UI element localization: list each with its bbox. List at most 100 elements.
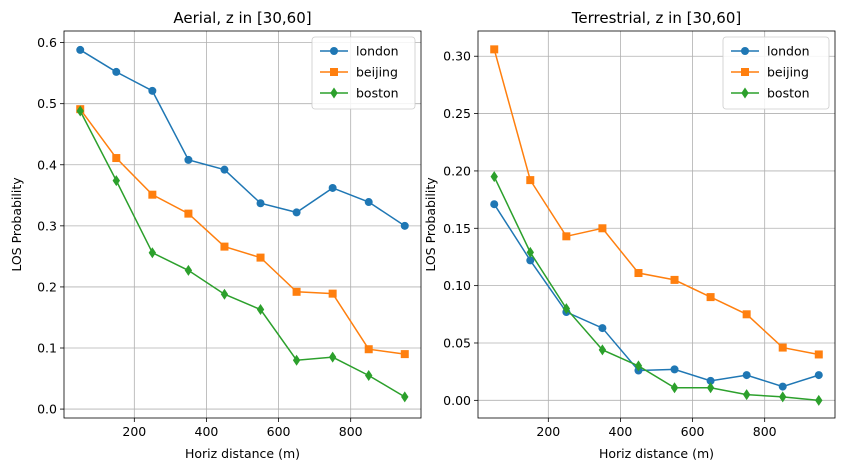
y-tick-label: 0.6 bbox=[37, 35, 57, 50]
data-point-london-50 bbox=[76, 45, 85, 54]
legend-label: boston bbox=[356, 86, 399, 101]
data-point-beijing-50 bbox=[490, 45, 499, 54]
data-point-beijing-550 bbox=[670, 275, 679, 284]
data-point-boston-450 bbox=[634, 360, 643, 372]
data-point-boston-750 bbox=[742, 389, 751, 401]
chart-2: 200 400 600 800 0.00 0.05 0.10 0.15 0.20 0.25 0.30… bbox=[423, 9, 836, 461]
data-point-boston-850 bbox=[779, 391, 787, 403]
data-point-boston-250 bbox=[148, 247, 157, 259]
legend-swatch-marker bbox=[330, 87, 338, 99]
y-tick-label: 0.0 bbox=[37, 402, 57, 417]
data-point-beijing-350 bbox=[184, 209, 193, 218]
x-tick-label: 600 bbox=[681, 424, 705, 439]
y-tick-label: 0.1 bbox=[37, 341, 57, 356]
x-axis-label: Horiz distance (m) bbox=[185, 446, 300, 461]
grid bbox=[478, 31, 835, 418]
series-boston bbox=[76, 105, 409, 403]
legend-item-london: london bbox=[320, 44, 399, 59]
data-point-london-850 bbox=[364, 198, 373, 207]
y-tick-label: 0.3 bbox=[37, 218, 57, 233]
y-tick-label: 0.5 bbox=[37, 96, 57, 111]
legend-label: london bbox=[356, 44, 399, 59]
data-point-london-750 bbox=[328, 183, 337, 192]
data-point-boston-150 bbox=[112, 175, 120, 187]
legend-label: beijing bbox=[356, 65, 398, 80]
data-point-beijing-450 bbox=[634, 269, 643, 278]
data-point-boston-550 bbox=[256, 304, 265, 316]
data-point-boston-350 bbox=[598, 344, 607, 356]
data-point-beijing-950 bbox=[400, 350, 409, 359]
chart-title: Terrestrial, z in [30,60] bbox=[571, 9, 741, 27]
data-point-boston-250 bbox=[562, 303, 571, 315]
y-tick-label: 0.00 bbox=[443, 393, 471, 408]
legend-item-london: london bbox=[731, 44, 810, 59]
data-point-london-650 bbox=[706, 376, 715, 385]
data-point-boston-650 bbox=[292, 354, 301, 366]
data-point-boston-450 bbox=[220, 288, 229, 300]
data-point-boston-550 bbox=[670, 382, 679, 394]
series-beijing bbox=[490, 45, 823, 359]
axes-frame bbox=[477, 30, 836, 419]
series-line-boston bbox=[493, 176, 819, 402]
x-tick-label: 400 bbox=[195, 424, 219, 439]
y-tick-label: 0.30 bbox=[443, 49, 471, 64]
data-point-boston-650 bbox=[706, 382, 715, 394]
data-point-beijing-750 bbox=[328, 289, 337, 298]
series-london bbox=[76, 45, 409, 230]
legend-swatch-marker bbox=[330, 68, 338, 76]
data-point-beijing-250 bbox=[148, 190, 157, 199]
data-point-beijing-650 bbox=[706, 293, 715, 302]
legend-label: london bbox=[767, 44, 810, 59]
legend-swatch-marker bbox=[741, 47, 749, 55]
x-tick-label: 200 bbox=[122, 424, 146, 439]
data-point-beijing-650 bbox=[292, 287, 301, 296]
legend: london beijing boston bbox=[311, 36, 416, 110]
y-tick-label: 0.4 bbox=[37, 157, 57, 172]
x-tick-label: 800 bbox=[753, 424, 777, 439]
data-point-london-950 bbox=[814, 371, 823, 380]
data-point-beijing-250 bbox=[562, 232, 571, 241]
series-line-beijing bbox=[493, 49, 819, 356]
series-line-london bbox=[493, 203, 819, 388]
y-tick-label: 0.10 bbox=[443, 278, 471, 293]
data-point-beijing-150 bbox=[526, 176, 535, 185]
y-axis-label: LOS Probability bbox=[9, 177, 24, 272]
x-tick-label: 200 bbox=[536, 424, 560, 439]
legend-item-beijing: beijing bbox=[320, 65, 398, 80]
series-boston bbox=[490, 171, 823, 406]
data-point-beijing-450 bbox=[220, 242, 229, 251]
data-point-beijing-750 bbox=[742, 310, 751, 319]
data-point-boston-50 bbox=[490, 171, 498, 183]
data-point-london-150 bbox=[112, 67, 121, 76]
series-line-london bbox=[79, 49, 406, 227]
data-point-london-550 bbox=[670, 365, 679, 374]
legend-item-boston: boston bbox=[731, 86, 810, 101]
series-line-boston bbox=[79, 110, 406, 398]
data-point-beijing-150 bbox=[112, 154, 121, 163]
data-point-london-250 bbox=[148, 86, 157, 95]
data-point-london-150 bbox=[526, 256, 535, 265]
data-point-london-350 bbox=[598, 324, 607, 333]
data-point-london-750 bbox=[742, 371, 751, 380]
ticks: 200 400 600 800 0.0 0.1 0.2 0.3 0.4 0.5 0.6 bbox=[37, 35, 363, 439]
data-point-beijing-550 bbox=[256, 253, 265, 262]
x-axis-label: Horiz distance (m) bbox=[599, 446, 714, 461]
data-point-london-550 bbox=[256, 199, 265, 208]
data-point-beijing-950 bbox=[814, 350, 823, 359]
x-tick-label: 800 bbox=[339, 424, 363, 439]
data-point-beijing-850 bbox=[364, 345, 373, 354]
data-point-boston-850 bbox=[365, 369, 373, 381]
legend-swatch-marker bbox=[741, 87, 749, 99]
legend-frame bbox=[722, 36, 830, 110]
data-point-boston-950 bbox=[815, 394, 823, 406]
chart-1: 200 400 600 800 0.0 0.1 0.2 0.3 0.4 0.5 0.6 Aerial,… bbox=[9, 9, 422, 461]
data-point-london-950 bbox=[400, 221, 409, 230]
data-point-london-450 bbox=[220, 165, 229, 174]
data-point-boston-750 bbox=[328, 351, 337, 363]
legend-swatch-marker bbox=[741, 68, 749, 76]
x-tick-label: 400 bbox=[609, 424, 633, 439]
legend-swatch-marker bbox=[330, 47, 338, 55]
y-tick-label: 0.20 bbox=[443, 163, 471, 178]
legend-label: beijing bbox=[767, 65, 809, 80]
